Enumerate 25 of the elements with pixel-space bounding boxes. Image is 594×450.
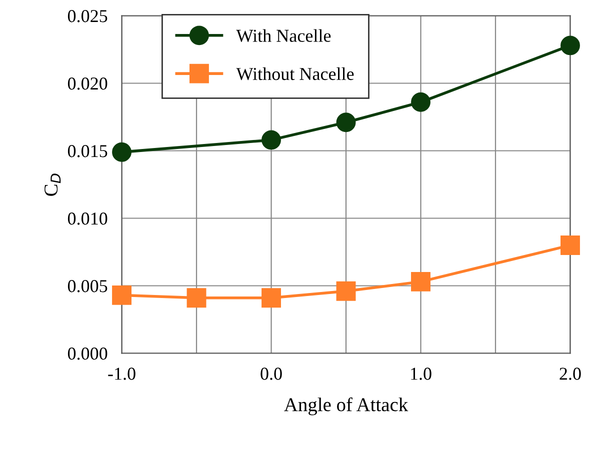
y-tick-label: 0.020 — [68, 78, 108, 90]
legend-label: Without Nacelle — [236, 67, 354, 80]
x-tick-label: 0.0 — [260, 368, 282, 380]
y-tick-label: 0.025 — [68, 10, 108, 22]
y-axis-title: C$_{D}$ — [44, 174, 61, 196]
x-tick-label: 1.0 — [411, 368, 432, 380]
point — [112, 142, 132, 162]
point — [336, 281, 356, 301]
point — [262, 130, 281, 150]
x-tick-label: 2.0 — [560, 368, 581, 380]
point — [336, 112, 356, 132]
point — [411, 272, 430, 292]
legend-label: With Nacelle — [236, 29, 331, 42]
point — [560, 36, 580, 56]
point — [560, 236, 580, 255]
point — [186, 288, 206, 308]
x-axis-title: Angle of Attack — [284, 397, 408, 416]
point — [411, 92, 430, 112]
y-tick-label: 0.000 — [68, 348, 108, 360]
y-tick-label: 0.005 — [68, 280, 108, 292]
point — [262, 288, 281, 308]
y-tick-label: 0.015 — [68, 145, 108, 158]
x-tick-label: -1.0 — [108, 368, 136, 380]
y-tick-label: 0.010 — [68, 212, 108, 225]
point — [112, 285, 132, 305]
